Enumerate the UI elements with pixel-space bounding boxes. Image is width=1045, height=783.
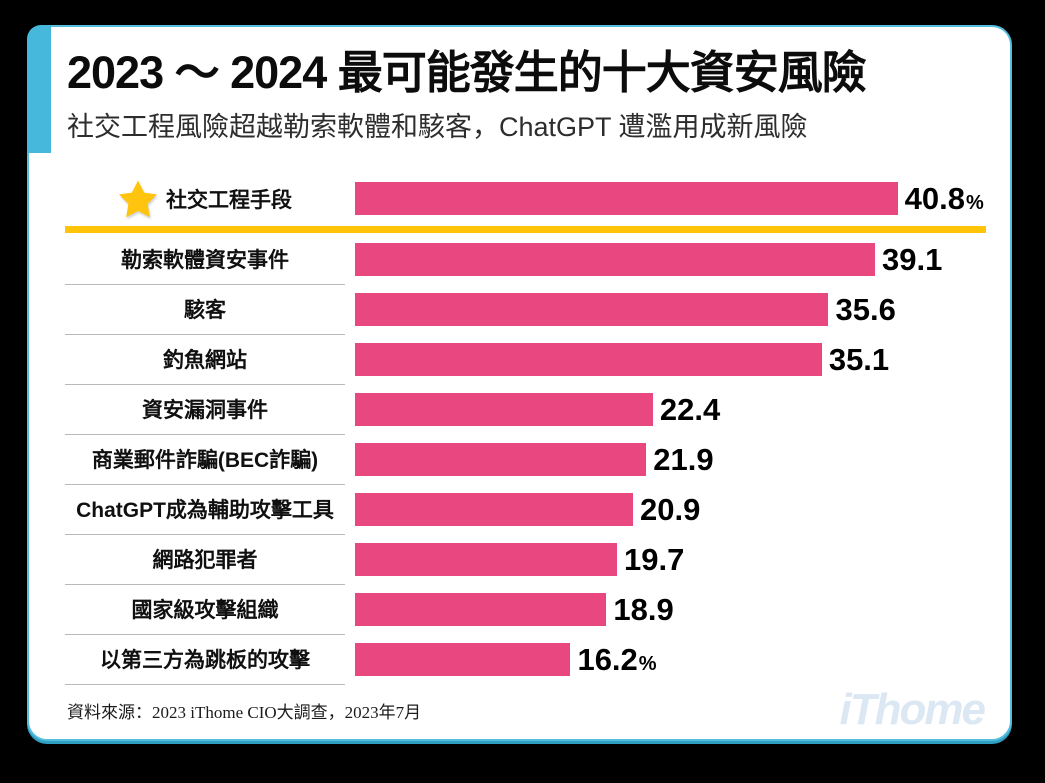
category-label-cell: 資安漏洞事件 bbox=[65, 385, 345, 435]
category-label: 駭客 bbox=[184, 299, 226, 323]
value-label: 35.6 bbox=[835, 292, 895, 328]
value-label: 22.4 bbox=[660, 392, 720, 428]
bar bbox=[355, 343, 822, 377]
category-label-cell: 駭客 bbox=[65, 285, 345, 335]
category-label-cell: 勒索軟體資安事件 bbox=[65, 235, 345, 285]
chart-row: ChatGPT成為輔助攻擊工具 20.9 bbox=[65, 485, 1010, 535]
bar bbox=[355, 543, 617, 577]
bar bbox=[355, 593, 607, 627]
bar bbox=[355, 243, 876, 277]
category-label: 社交工程手段 bbox=[166, 188, 292, 212]
bar-cell: 35.6 bbox=[345, 292, 1010, 328]
chart-row: 國家級攻擊組織 18.9 bbox=[65, 585, 1010, 635]
bar bbox=[355, 182, 898, 216]
bar-cell: 40.8 % bbox=[345, 181, 1010, 217]
value-number: 39.1 bbox=[882, 241, 943, 277]
cyan-accent-stripe bbox=[27, 25, 51, 153]
bar-cell: 22.4 bbox=[345, 392, 1010, 428]
value-label: 19.7 bbox=[624, 542, 684, 578]
category-label: 網路犯罪者 bbox=[152, 549, 258, 573]
value-number: 20.9 bbox=[639, 491, 701, 527]
chart-row: 駭客 35.6 bbox=[65, 285, 1010, 335]
chart-row: 社交工程手段 40.8 % bbox=[65, 174, 1010, 224]
bar-cell: 39.1 bbox=[345, 242, 1010, 278]
chart-row: 勒索軟體資安事件 39.1 bbox=[65, 235, 1010, 285]
chart-row: 資安漏洞事件 22.4 bbox=[65, 385, 1010, 435]
bar bbox=[355, 493, 633, 527]
bar-cell: 19.7 bbox=[345, 542, 1010, 578]
percent-sign: % bbox=[965, 191, 984, 214]
category-label-cell: 以第三方為跳板的攻擊 bbox=[65, 635, 345, 685]
value-label: 35.1 bbox=[829, 342, 889, 378]
value-number: 35.6 bbox=[835, 291, 896, 327]
value-number: 40.8 bbox=[904, 180, 965, 216]
page-title: 2023 ～ 2024 最可能發生的十大資安風險 bbox=[67, 47, 867, 98]
chart-row: 網路犯罪者 19.7 bbox=[65, 535, 1010, 585]
category-label: ChatGPT成為輔助攻擊工具 bbox=[76, 499, 334, 523]
category-label: 勒索軟體資安事件 bbox=[121, 249, 289, 273]
value-number: 19.7 bbox=[624, 541, 685, 577]
category-label: 釣魚網站 bbox=[163, 349, 247, 373]
bar-chart: 社交工程手段 40.8 % 勒索軟體資安事件 39.1 駭客 bbox=[29, 174, 1010, 685]
bar-cell: 21.9 bbox=[345, 442, 1010, 478]
chart-row: 以第三方為跳板的攻擊 16.2 % bbox=[65, 635, 1010, 685]
value-label: 18.9 bbox=[613, 592, 673, 628]
bar-cell: 35.1 bbox=[345, 342, 1010, 378]
value-label: 39.1 bbox=[882, 242, 942, 278]
chart-row: 商業郵件詐騙(BEC詐騙) 21.9 bbox=[65, 435, 1010, 485]
star-icon bbox=[118, 179, 158, 219]
category-label: 國家級攻擊組織 bbox=[131, 599, 279, 623]
data-source: 資料來源：2023 iThome CIO大調查，2023年7月 bbox=[67, 703, 422, 722]
value-number: 21.9 bbox=[653, 441, 714, 477]
value-number: 22.4 bbox=[659, 391, 721, 427]
value-label: 16.2 % bbox=[577, 642, 656, 678]
ithome-logo: iThome bbox=[839, 685, 986, 734]
bar bbox=[355, 443, 647, 477]
bar bbox=[355, 643, 571, 677]
header: 2023 ～ 2024 最可能發生的十大資安風險 社交工程風險超越勒索軟體和駭客… bbox=[29, 27, 1010, 144]
value-number: 16.2 bbox=[577, 641, 638, 677]
category-label: 以第三方為跳板的攻擊 bbox=[100, 649, 310, 673]
category-label: 商業郵件詐騙(BEC詐騙) bbox=[91, 449, 319, 473]
category-label-cell: ChatGPT成為輔助攻擊工具 bbox=[65, 485, 345, 535]
category-label-cell: 商業郵件詐騙(BEC詐騙) bbox=[65, 435, 345, 485]
bar-cell: 16.2 % bbox=[345, 642, 1010, 678]
highlight-underline bbox=[65, 225, 986, 233]
page-subtitle: 社交工程風險超越勒索軟體和駭客，ChatGPT 遭濫用成新風險 bbox=[67, 111, 808, 142]
percent-sign: % bbox=[638, 652, 657, 675]
category-label: 資安漏洞事件 bbox=[142, 399, 268, 423]
category-label-cell: 網路犯罪者 bbox=[65, 535, 345, 585]
value-number: 35.1 bbox=[828, 341, 890, 377]
category-label-cell: 釣魚網站 bbox=[65, 335, 345, 385]
bar-cell: 18.9 bbox=[345, 592, 1010, 628]
value-number: 18.9 bbox=[613, 591, 674, 627]
bar bbox=[355, 293, 829, 327]
chart-row: 釣魚網站 35.1 bbox=[65, 335, 1010, 385]
value-label: 40.8 % bbox=[905, 181, 984, 217]
value-label: 20.9 bbox=[640, 492, 700, 528]
value-label: 21.9 bbox=[653, 442, 713, 478]
bar bbox=[355, 393, 653, 427]
chart-card: 2023 ～ 2024 最可能發生的十大資安風險 社交工程風險超越勒索軟體和駭客… bbox=[27, 25, 1012, 741]
category-label-cell: 社交工程手段 bbox=[65, 174, 345, 224]
category-label-cell: 國家級攻擊組織 bbox=[65, 585, 345, 635]
bar-cell: 20.9 bbox=[345, 492, 1010, 528]
